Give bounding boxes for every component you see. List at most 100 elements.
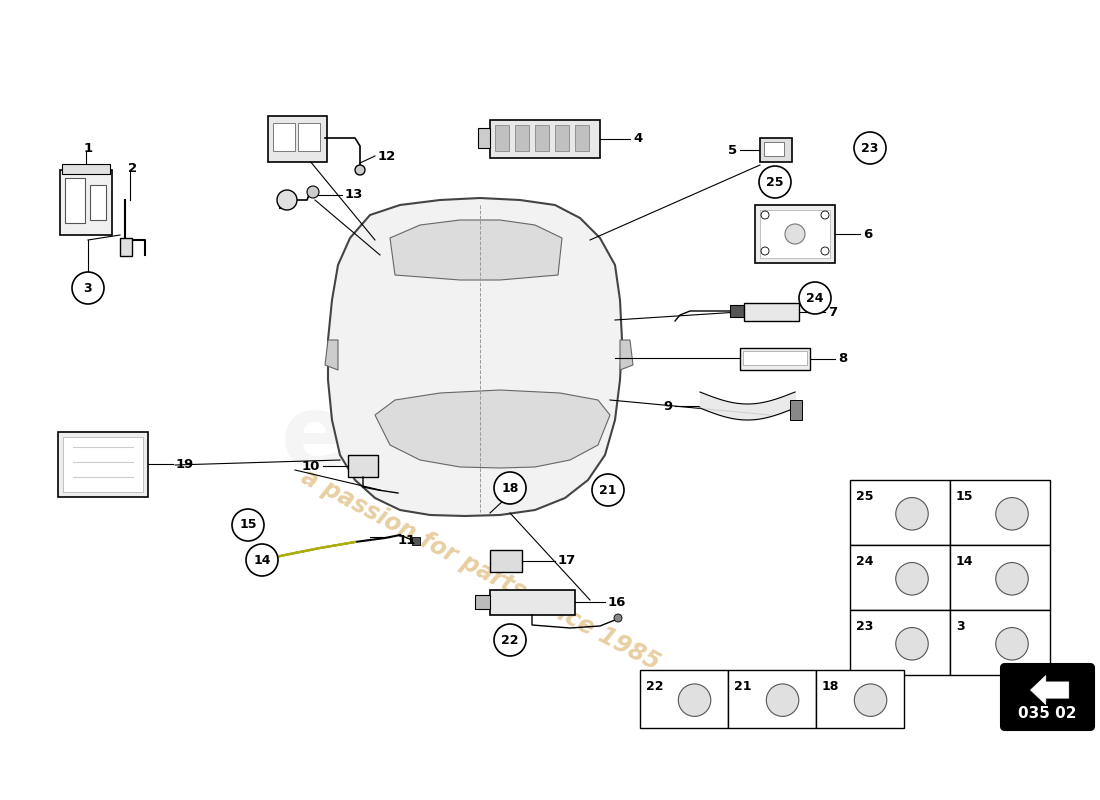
Bar xyxy=(850,545,950,610)
Bar xyxy=(950,610,1050,675)
Bar xyxy=(790,400,802,420)
Circle shape xyxy=(494,624,526,656)
Bar xyxy=(760,138,792,162)
Circle shape xyxy=(854,132,886,164)
Text: 25: 25 xyxy=(856,490,873,503)
Circle shape xyxy=(761,247,769,255)
Bar xyxy=(273,123,295,151)
Text: 035 02: 035 02 xyxy=(1019,706,1077,721)
Circle shape xyxy=(761,211,769,219)
Circle shape xyxy=(277,190,297,210)
Text: 17: 17 xyxy=(558,554,576,567)
Circle shape xyxy=(614,614,622,622)
Circle shape xyxy=(246,544,278,576)
Bar xyxy=(850,610,950,675)
Bar xyxy=(760,210,830,258)
Text: 8: 8 xyxy=(838,353,847,366)
Polygon shape xyxy=(390,220,562,280)
Text: 14: 14 xyxy=(956,555,974,568)
Text: 9: 9 xyxy=(663,399,672,413)
Circle shape xyxy=(821,247,829,255)
Bar xyxy=(298,123,320,151)
Text: 16: 16 xyxy=(608,595,626,609)
Text: eu: eu xyxy=(280,391,419,489)
Circle shape xyxy=(821,211,829,219)
Circle shape xyxy=(855,684,887,717)
Bar xyxy=(478,128,490,148)
Circle shape xyxy=(72,272,104,304)
Bar xyxy=(742,351,807,365)
Bar xyxy=(740,348,810,370)
Text: 4: 4 xyxy=(632,133,642,146)
Circle shape xyxy=(307,186,319,198)
Polygon shape xyxy=(620,340,632,370)
Text: 15: 15 xyxy=(240,518,256,531)
Circle shape xyxy=(996,627,1028,660)
Bar xyxy=(348,455,378,477)
Bar xyxy=(120,238,132,256)
Bar xyxy=(575,125,589,151)
Bar xyxy=(490,550,522,572)
FancyBboxPatch shape xyxy=(268,116,327,162)
Text: 3: 3 xyxy=(84,282,92,294)
Circle shape xyxy=(767,684,799,717)
Text: 11: 11 xyxy=(398,534,416,546)
Bar xyxy=(490,120,600,158)
Bar xyxy=(950,480,1050,545)
Text: 23: 23 xyxy=(856,620,873,633)
Text: 24: 24 xyxy=(856,555,873,568)
Circle shape xyxy=(355,165,365,175)
Text: 6: 6 xyxy=(864,227,872,241)
Bar xyxy=(744,303,799,321)
Circle shape xyxy=(895,562,928,595)
Circle shape xyxy=(494,472,526,504)
Circle shape xyxy=(679,684,711,717)
Bar xyxy=(475,595,490,609)
Bar xyxy=(764,142,784,156)
Bar xyxy=(412,537,420,545)
Bar xyxy=(950,545,1050,610)
Text: 21: 21 xyxy=(600,483,617,497)
Polygon shape xyxy=(324,340,338,370)
Text: 3: 3 xyxy=(956,620,965,633)
Bar xyxy=(850,480,950,545)
Bar xyxy=(640,670,728,728)
Bar xyxy=(490,590,575,615)
Bar xyxy=(279,194,289,208)
Bar xyxy=(495,125,509,151)
Circle shape xyxy=(759,166,791,198)
Bar xyxy=(90,185,106,220)
Bar xyxy=(60,170,112,235)
Text: 2: 2 xyxy=(129,162,138,174)
Bar xyxy=(58,432,148,497)
Text: cars: cars xyxy=(385,376,575,454)
Bar xyxy=(63,437,143,492)
Text: 21: 21 xyxy=(734,680,751,693)
Text: 13: 13 xyxy=(345,189,363,202)
Text: 15: 15 xyxy=(956,490,974,503)
Text: 5: 5 xyxy=(728,143,737,157)
Bar xyxy=(556,125,569,151)
Text: 22: 22 xyxy=(646,680,663,693)
Bar xyxy=(515,125,529,151)
Text: 7: 7 xyxy=(828,306,837,318)
Bar xyxy=(535,125,549,151)
Circle shape xyxy=(232,509,264,541)
Text: 12: 12 xyxy=(378,150,396,162)
Bar xyxy=(62,164,110,174)
Text: 22: 22 xyxy=(502,634,519,646)
FancyBboxPatch shape xyxy=(1001,664,1094,730)
Circle shape xyxy=(895,627,928,660)
Text: 19: 19 xyxy=(176,458,195,470)
Bar xyxy=(65,178,85,223)
Bar xyxy=(816,670,904,728)
Text: 14: 14 xyxy=(253,554,271,566)
Circle shape xyxy=(996,562,1028,595)
FancyArrow shape xyxy=(1031,675,1069,705)
Circle shape xyxy=(895,498,928,530)
Text: 18: 18 xyxy=(502,482,519,494)
Circle shape xyxy=(592,474,624,506)
Text: a passion for parts since 1985: a passion for parts since 1985 xyxy=(297,465,663,675)
Bar xyxy=(730,305,744,317)
Bar xyxy=(755,205,835,263)
